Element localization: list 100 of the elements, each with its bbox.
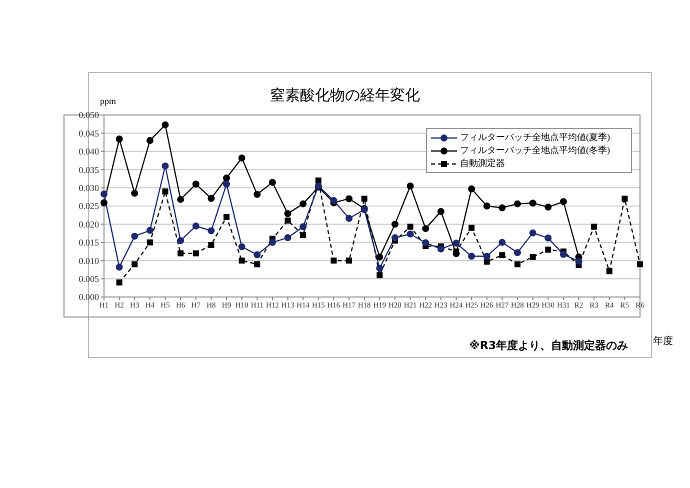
point (468, 224, 475, 231)
point (406, 182, 414, 190)
point (116, 264, 123, 271)
point (514, 249, 521, 256)
point (544, 234, 552, 242)
point (545, 246, 552, 253)
point (422, 239, 430, 246)
point (162, 121, 169, 128)
point (284, 218, 291, 224)
point (346, 258, 352, 264)
point (116, 136, 123, 143)
point (177, 196, 184, 203)
y-tick-label: 0.035 (78, 164, 100, 175)
point (391, 234, 398, 242)
point (376, 253, 384, 260)
chart-title: 窒素酸化物の経年変化 (270, 86, 420, 104)
point (376, 272, 383, 278)
point (268, 238, 276, 246)
point (483, 252, 490, 260)
legend-label: 自動測定器 (460, 157, 505, 170)
point (437, 245, 444, 252)
point (208, 227, 215, 234)
point (544, 204, 552, 211)
point (146, 239, 153, 246)
point (162, 162, 169, 170)
point (238, 154, 246, 162)
point (100, 199, 108, 206)
point (560, 250, 567, 258)
y-tick-label: 0.040 (78, 146, 100, 157)
point (132, 261, 138, 268)
point (391, 220, 398, 228)
point (346, 195, 353, 202)
point (468, 252, 476, 260)
point (192, 222, 200, 230)
legend-label: フィルターバッチ全地点平均値(夏季) (460, 131, 610, 144)
point (514, 261, 520, 268)
point (177, 237, 184, 244)
y-tick-label: 0.020 (78, 219, 100, 230)
y-tick-label: 0.015 (78, 238, 100, 248)
text: ※R3年度より、自動測定器のみ (469, 338, 628, 353)
point (637, 261, 643, 268)
point (346, 214, 353, 222)
point (514, 200, 521, 208)
point (192, 250, 199, 256)
point (529, 229, 536, 236)
point (223, 180, 230, 188)
y-tick-label: 0.010 (78, 256, 100, 266)
point (498, 204, 506, 212)
point (498, 238, 506, 246)
point (422, 225, 430, 232)
point (192, 180, 200, 188)
y-tick-label: 0.030 (78, 182, 100, 193)
point (499, 252, 506, 258)
point (530, 254, 536, 260)
point (224, 214, 230, 220)
point (300, 200, 307, 208)
point (268, 178, 276, 186)
point (330, 258, 337, 264)
point (238, 258, 245, 264)
point (146, 136, 154, 144)
point (483, 202, 490, 210)
point (178, 250, 184, 256)
point (162, 188, 168, 194)
point (452, 240, 460, 247)
point (622, 196, 628, 202)
point (238, 243, 246, 250)
point (560, 198, 567, 206)
point (376, 264, 384, 272)
point (529, 200, 536, 207)
point (254, 251, 261, 258)
point (300, 223, 307, 230)
point (315, 178, 322, 184)
y-tick-label: 0.005 (78, 274, 100, 284)
point (100, 190, 108, 198)
y-tick-label: 0.045 (78, 128, 100, 138)
point (437, 208, 444, 215)
point (361, 196, 368, 202)
y-axis-title: ppm (100, 96, 116, 106)
point (131, 232, 138, 240)
legend-label: フィルターバッチ全地点平均値(冬季) (460, 144, 610, 157)
point (300, 232, 306, 238)
point (254, 190, 261, 198)
point (468, 185, 476, 192)
y-tick-label: 0.000 (78, 292, 100, 302)
point (146, 226, 154, 234)
point (254, 261, 260, 268)
point (284, 234, 292, 242)
point (406, 230, 414, 238)
point (407, 224, 414, 230)
point (208, 194, 215, 202)
point (606, 268, 612, 274)
point (223, 174, 230, 182)
point (116, 279, 122, 286)
point (131, 190, 138, 197)
y-tick-label: 0.025 (78, 201, 100, 212)
point (575, 258, 582, 265)
point (284, 210, 292, 218)
point (591, 224, 598, 230)
point (208, 242, 214, 248)
x-axis-title: 年度 (653, 334, 673, 348)
